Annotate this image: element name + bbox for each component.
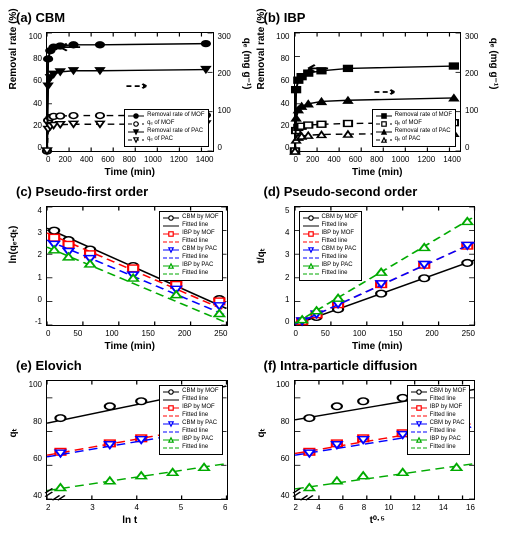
panel-f: (f) Intra-particle diffusionCBM by MOFFi… xyxy=(258,358,498,528)
figure-grid: (a) CBMRemoval rate of MOFqₑ of MOFRemov… xyxy=(10,10,497,528)
panel-a: (a) CBMRemoval rate of MOFqₑ of MOFRemov… xyxy=(10,10,250,180)
panel-c: (c) Pseudo-first orderCBM by MOFFitted l… xyxy=(10,184,250,354)
panel-d: (d) Pseudo-second orderCBM by MOFFitted … xyxy=(258,184,498,354)
panel-e: (e) ElovichCBM by MOFFitted lineIBP by M… xyxy=(10,358,250,528)
panel-b: (b) IBPRemoval rate of MOFqₑ of MOFRemov… xyxy=(258,10,498,180)
